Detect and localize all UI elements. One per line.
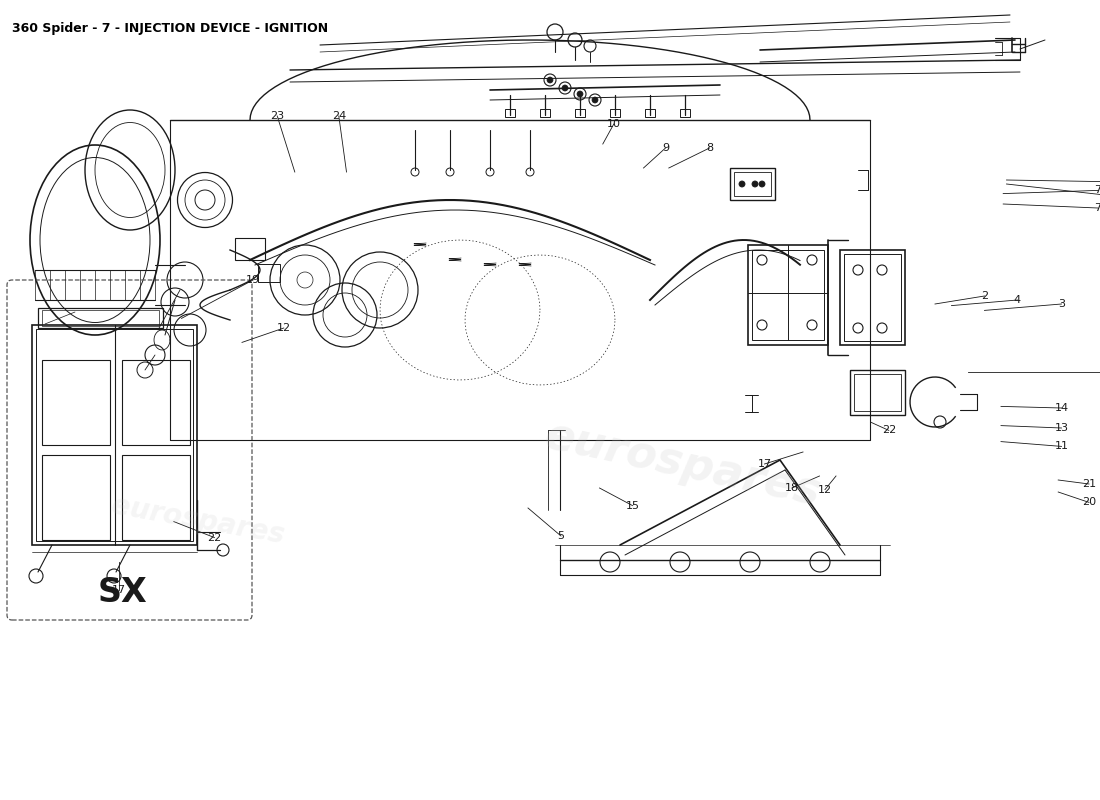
Bar <box>36 329 192 541</box>
Text: 7: 7 <box>1094 186 1100 195</box>
Bar <box>730 168 776 200</box>
Text: 22: 22 <box>882 426 895 435</box>
Text: 17: 17 <box>112 586 125 595</box>
Circle shape <box>752 181 758 187</box>
Bar <box>748 245 828 345</box>
Bar <box>575 109 585 117</box>
Text: 20: 20 <box>1082 498 1096 507</box>
Bar <box>540 109 550 117</box>
Text: 23: 23 <box>271 111 284 121</box>
Text: 12: 12 <box>277 323 290 333</box>
Bar <box>854 374 901 411</box>
Bar <box>122 360 190 445</box>
Text: 24: 24 <box>332 111 345 121</box>
Bar <box>850 370 905 415</box>
Text: 13: 13 <box>1055 423 1068 433</box>
Bar <box>42 310 160 326</box>
Bar <box>42 360 110 445</box>
Text: 10: 10 <box>607 119 620 129</box>
Text: SX: SX <box>97 575 147 609</box>
Text: 3: 3 <box>1058 299 1065 309</box>
Text: 21: 21 <box>1082 479 1096 489</box>
Text: eurospares: eurospares <box>109 491 287 549</box>
Text: 19: 19 <box>246 275 260 285</box>
Text: eurospares: eurospares <box>540 414 824 514</box>
Bar <box>844 254 901 341</box>
Bar <box>32 325 197 545</box>
Circle shape <box>739 181 745 187</box>
Text: 8: 8 <box>706 143 713 153</box>
Circle shape <box>592 97 598 103</box>
Text: 18: 18 <box>785 483 799 493</box>
Bar <box>235 238 265 260</box>
Bar <box>258 264 280 282</box>
Text: 5: 5 <box>558 531 564 541</box>
Bar <box>39 308 163 328</box>
Bar <box>645 109 654 117</box>
Bar <box>42 455 110 540</box>
Bar <box>752 250 824 340</box>
Text: 12: 12 <box>818 485 832 494</box>
Text: 4: 4 <box>1014 295 1021 305</box>
Text: 17: 17 <box>758 459 771 469</box>
Text: 11: 11 <box>1055 442 1068 451</box>
Text: 22: 22 <box>208 533 221 542</box>
Bar <box>122 455 190 540</box>
Bar <box>505 109 515 117</box>
Bar <box>734 172 771 196</box>
Text: 9: 9 <box>662 143 669 153</box>
Bar <box>840 250 905 345</box>
Circle shape <box>578 91 583 97</box>
Text: 14: 14 <box>1055 403 1068 413</box>
Text: 2: 2 <box>981 291 988 301</box>
Bar <box>680 109 690 117</box>
Text: 360 Spider - 7 - INJECTION DEVICE - IGNITION: 360 Spider - 7 - INJECTION DEVICE - IGNI… <box>12 22 328 35</box>
Text: 7: 7 <box>1094 203 1100 213</box>
Text: 15: 15 <box>626 501 639 510</box>
Circle shape <box>547 77 553 83</box>
Circle shape <box>759 181 764 187</box>
Circle shape <box>562 85 568 91</box>
Bar <box>610 109 620 117</box>
